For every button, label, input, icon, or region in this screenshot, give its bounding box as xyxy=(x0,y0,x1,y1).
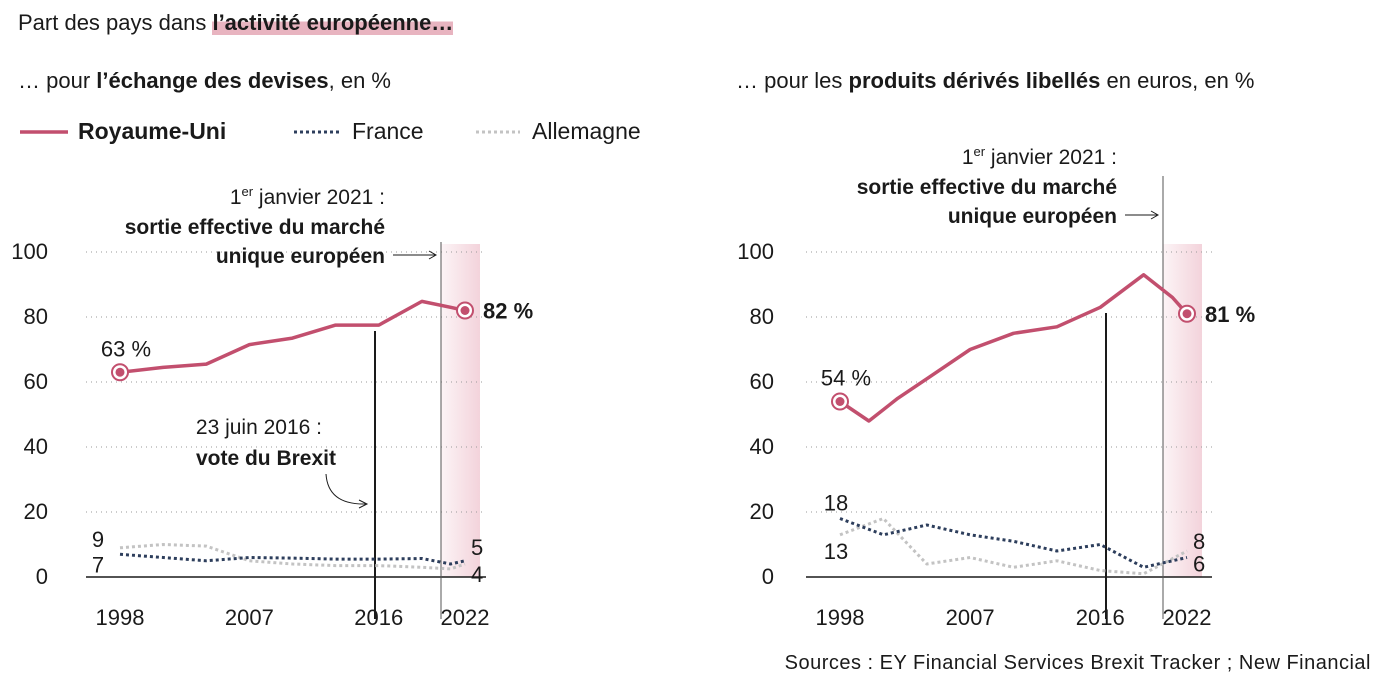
subtitle-fx-bold: l’échange des devises xyxy=(96,68,329,93)
y-tick-label: 100 xyxy=(11,239,48,264)
x-tick-label: 2022 xyxy=(441,605,490,630)
chart-title: Part des pays dans l’activité européenne… xyxy=(18,10,454,36)
y-tick-label: 0 xyxy=(36,564,48,589)
y-tick-label: 100 xyxy=(737,239,774,264)
annotation-exit-day: 1 xyxy=(962,146,974,169)
subtitle-fx: … pour l’échange des devises, en % xyxy=(18,68,391,94)
x-tick-label: 1998 xyxy=(96,605,145,630)
y-tick-label: 60 xyxy=(24,369,48,394)
annotation-exit-line3: unique européen xyxy=(216,245,385,268)
y-tick-label: 80 xyxy=(24,304,48,329)
series-de-line xyxy=(119,543,466,571)
label-uk-start: 54 % xyxy=(821,366,871,391)
annotation-brexit-arrowhead xyxy=(358,499,369,509)
chart-title-prefix: Part des pays dans xyxy=(18,10,213,35)
y-tick-label: 40 xyxy=(750,434,774,459)
label-de-start: 13 xyxy=(824,539,848,564)
label-uk-end: 81 % xyxy=(1205,302,1255,327)
label-de-end: 8 xyxy=(1193,529,1205,554)
label-uk-start: 63 % xyxy=(101,336,151,361)
label-fr-end: 6 xyxy=(1193,552,1205,577)
label-uk-end: 82 % xyxy=(483,299,533,324)
uk-start-marker-dot xyxy=(835,397,845,406)
uk-end-marker-dot xyxy=(1182,309,1192,319)
series-de-line xyxy=(839,517,1188,576)
subtitle-derivatives: … pour les produits dérivés libellés en … xyxy=(736,68,1254,94)
series-uk-line xyxy=(119,299,466,375)
label-fr-end: 5 xyxy=(471,535,483,560)
series-uk-line xyxy=(839,273,1189,423)
label-fr-start: 7 xyxy=(92,552,104,577)
annotation-brexit-date: 23 juin 2016 : xyxy=(196,416,322,439)
legend-de-label: Allemagne xyxy=(532,118,641,144)
y-tick-label: 0 xyxy=(762,564,774,589)
annotation-exit-line2: sortie effective du marché xyxy=(125,216,385,239)
x-tick-label: 2016 xyxy=(1076,605,1125,630)
annotation-exit-day: 1 xyxy=(230,186,242,209)
annotation-exit-arrowhead xyxy=(1150,210,1160,220)
x-tick-label: 2022 xyxy=(1163,605,1212,630)
y-tick-label: 80 xyxy=(750,304,774,329)
series-fr-line xyxy=(839,517,1188,569)
legend-uk-label: Royaume-Uni xyxy=(78,118,227,144)
label-de-end: 4 xyxy=(471,562,483,587)
source-note: Sources : EY Financial Services Brexit T… xyxy=(784,652,1371,674)
subtitle-derivatives-suffix: en euros, en % xyxy=(1100,68,1255,93)
annotation-brexit-arrow xyxy=(325,473,367,505)
subtitle-derivatives-bold: produits dérivés libellés xyxy=(848,68,1101,93)
annotation-exit-line3: unique européen xyxy=(948,205,1117,228)
annotation-exit-line2: sortie effective du marché xyxy=(857,176,1117,199)
label-fr-start: 18 xyxy=(824,491,848,516)
annotation-exit-date: 1er janvier 2021 : xyxy=(230,184,385,209)
x-tick-label: 1998 xyxy=(816,605,865,630)
annotation-exit-rest: janvier 2021 : xyxy=(985,146,1117,169)
y-tick-label: 60 xyxy=(750,369,774,394)
subtitle-fx-suffix: , en % xyxy=(328,68,391,93)
y-tick-label: 20 xyxy=(750,499,774,524)
post-exit-shading xyxy=(1163,244,1202,577)
x-tick-label: 2007 xyxy=(946,605,995,630)
y-tick-label: 40 xyxy=(24,434,48,459)
uk-end-marker-dot xyxy=(460,306,470,315)
chart-title-highlight: l’activité européenne… xyxy=(212,10,454,35)
annotation-exit-rest: janvier 2021 : xyxy=(253,186,385,209)
legend-swatches xyxy=(20,130,520,134)
series-fr-line xyxy=(119,552,466,566)
x-tick-label: 2007 xyxy=(225,605,274,630)
annotation-exit-sup: er xyxy=(974,144,986,159)
y-tick-label: 20 xyxy=(24,499,48,524)
post-exit-shading xyxy=(441,244,480,577)
uk-start-marker-dot xyxy=(115,367,125,377)
annotation-exit-sup: er xyxy=(242,184,254,199)
annotation-exit-arrowhead xyxy=(428,250,438,260)
x-tick-label: 2016 xyxy=(354,605,403,630)
legend-fr-label: France xyxy=(352,118,424,144)
subtitle-fx-prefix: … pour xyxy=(18,68,97,93)
annotation-brexit-label: vote du Brexit xyxy=(196,447,336,470)
label-de-start: 9 xyxy=(92,527,104,552)
subtitle-derivatives-prefix: … pour les xyxy=(736,68,849,93)
annotation-exit-date: 1er janvier 2021 : xyxy=(962,144,1117,169)
